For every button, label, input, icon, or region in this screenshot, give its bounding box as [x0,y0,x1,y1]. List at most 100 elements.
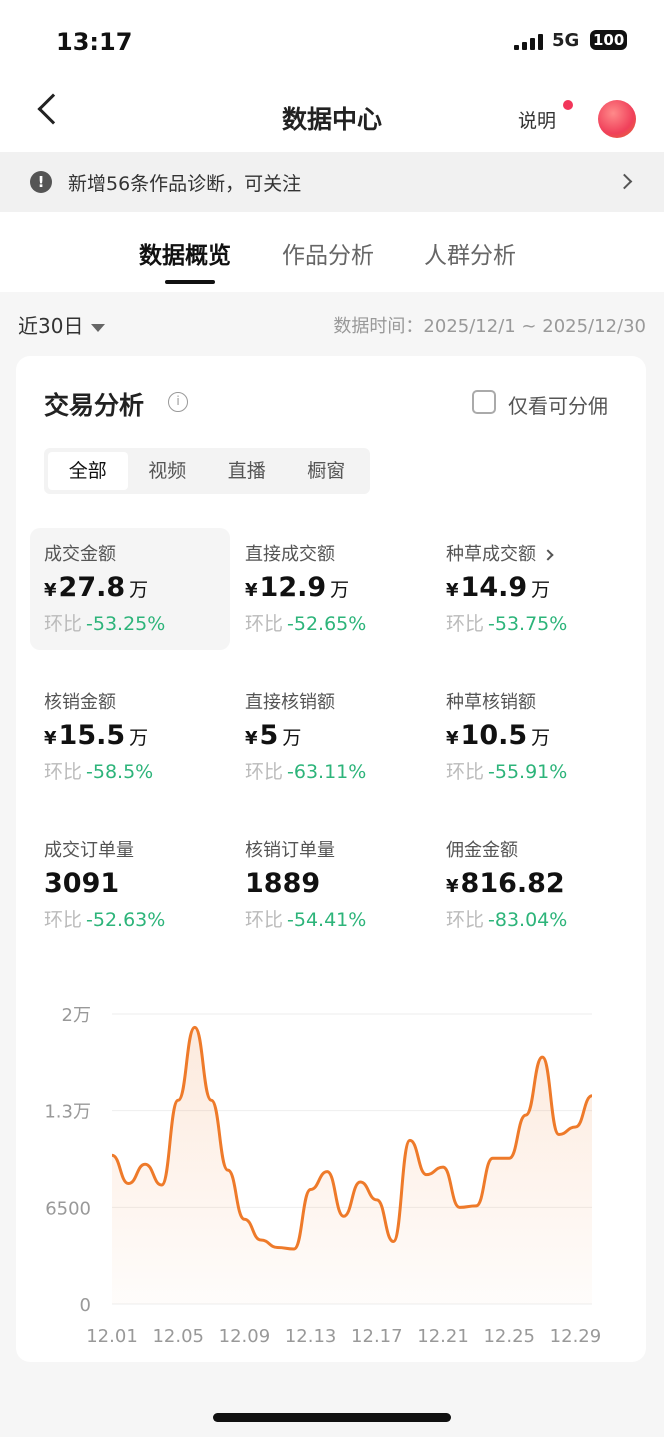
battery-icon: 100 [590,30,628,50]
y-tick-label: 0 [80,1295,91,1316]
trend-chart[interactable]: 0 6500 1.3万 2万 12.01 12.05 12.09 12.13 12.17 12.2… [16,986,646,1356]
metric-label: 种草核销额 [446,688,632,714]
card-title: 交易分析 [44,391,145,420]
compare-value: -55.91% [488,761,568,783]
metric-card[interactable]: 核销金额 ¥15.5 万 环比 -58.5% [30,676,230,798]
tab-bar: 数据概览 作品分析 人群分析 [0,212,664,292]
metric-value: ¥5 万 [245,720,431,751]
segment-window[interactable]: 橱窗 [307,460,346,482]
metric-number: 14.9 [460,572,528,603]
header: 13:17 5G 100 数据中心 说明 [0,0,664,152]
metric-label: 核销金额 [44,688,230,714]
network-type: 5G [552,30,580,51]
tab-audience[interactable]: 人群分析 [424,243,516,269]
tab-indicator [165,280,215,284]
chevron-right-icon [616,173,633,190]
compare-label: 环比 [245,761,284,783]
x-tick-label: 12.13 [285,1326,337,1347]
y-tick-label: 2万 [62,1005,91,1026]
x-tick-label: 12.05 [152,1326,204,1347]
metric-unit: 万 [330,579,350,601]
chevron-right-icon [542,549,554,561]
info-icon[interactable]: i [168,392,188,412]
transaction-card: 交易分析 i 仅看可分佣 全部 视频 直播 橱窗 成交金额 ¥27.8 万 环比 -… [16,356,646,1362]
metric-unit: 万 [129,579,149,601]
metric-card[interactable]: 核销订单量 1889 环比 -54.41% [231,824,431,946]
compare-value: -53.75% [488,613,568,635]
commission-checkbox[interactable] [472,390,496,414]
notification-dot [563,100,573,110]
metric-value: ¥10.5 万 [446,720,632,751]
metric-value: 1889 [245,868,431,899]
metric-card[interactable]: 种草成交额 ¥14.9 万 环比 -53.75% [432,528,632,650]
tab-works[interactable]: 作品分析 [282,243,374,269]
metric-card[interactable]: 成交金额 ¥27.8 万 环比 -53.25% [30,528,230,650]
compare-label: 环比 [245,909,284,931]
metric-label-text: 核销金额 [44,692,116,713]
metric-label-text: 成交订单量 [44,840,134,861]
compare-value: -52.63% [86,909,166,931]
checkbox-label[interactable]: 仅看可分佣 [508,394,608,418]
x-tick-label: 12.09 [219,1326,271,1347]
metric-label: 成交订单量 [44,836,230,862]
currency: ¥ [245,728,258,749]
metric-number: 1889 [245,868,321,899]
x-tick-label: 12.25 [483,1326,535,1347]
currency: ¥ [245,580,258,601]
status-bar: 13:17 5G 100 [0,26,664,58]
metric-compare: 环比 -52.65% [245,609,431,636]
series-line [111,1025,593,1251]
compare-label: 环比 [245,613,284,635]
compare-label: 环比 [44,909,83,931]
metric-number: 10.5 [460,720,528,751]
metric-unit: 万 [531,727,551,749]
compare-label: 环比 [44,761,83,783]
date-range: 数据时间：2025/12/1 ~ 2025/12/30 [333,316,646,337]
metric-card[interactable]: 直接成交额 ¥12.9 万 环比 -52.65% [231,528,431,650]
compare-label: 环比 [446,613,485,635]
compare-value: -63.11% [287,761,367,783]
range-dropdown[interactable]: 近30日 [18,310,106,339]
clock: 13:17 [56,28,133,56]
metric-label-text: 种草成交额 [446,544,536,565]
metric-label-text: 核销订单量 [245,840,335,861]
notice-bar[interactable]: ! 新增56条作品诊断，可关注 [0,152,664,212]
compare-value: -53.25% [86,613,166,635]
metric-card[interactable]: 直接核销额 ¥5 万 环比 -63.11% [231,676,431,798]
metric-card[interactable]: 种草核销额 ¥10.5 万 环比 -55.91% [432,676,632,798]
metric-unit: 万 [531,579,551,601]
compare-label: 环比 [44,613,83,635]
segment-live[interactable]: 直播 [227,460,266,482]
metric-label: 直接成交额 [245,540,431,566]
metric-label-text: 种草核销额 [446,692,536,713]
compare-value: -54.41% [287,909,367,931]
metric-label-text: 直接成交额 [245,544,335,565]
compare-label: 环比 [446,909,485,931]
currency: ¥ [44,580,57,601]
tab-overview[interactable]: 数据概览 [139,243,231,269]
metric-card[interactable]: 佣金金额 ¥816.82 环比 -83.04% [432,824,632,946]
x-tick-label: 12.17 [351,1326,403,1347]
help-link[interactable]: 说明 [518,110,557,132]
y-tick-label: 1.3万 [44,1102,91,1123]
segment-all[interactable]: 全部 [48,452,128,490]
metric-value: ¥12.9 万 [245,572,431,603]
metric-compare: 环比 -58.5% [44,757,230,784]
metric-card[interactable]: 成交订单量 3091 环比 -52.63% [30,824,230,946]
segment-video[interactable]: 视频 [148,460,187,482]
page-title: 数据中心 [281,105,382,134]
metric-compare: 环比 -53.75% [446,609,632,636]
metric-compare: 环比 -83.04% [446,905,632,932]
signal-icon [514,34,543,50]
home-indicator [213,1413,451,1422]
metric-label: 直接核销额 [245,688,431,714]
avatar[interactable] [598,100,636,138]
metric-label-text: 成交金额 [44,544,116,565]
metric-value: ¥816.82 [446,868,632,899]
metric-compare: 环比 -53.25% [44,609,230,636]
x-tick-label: 12.01 [86,1326,138,1347]
compare-value: -52.65% [287,613,367,635]
metric-label: 佣金金额 [446,836,632,862]
metric-compare: 环比 -55.91% [446,757,632,784]
metric-label-text: 佣金金额 [446,840,518,861]
